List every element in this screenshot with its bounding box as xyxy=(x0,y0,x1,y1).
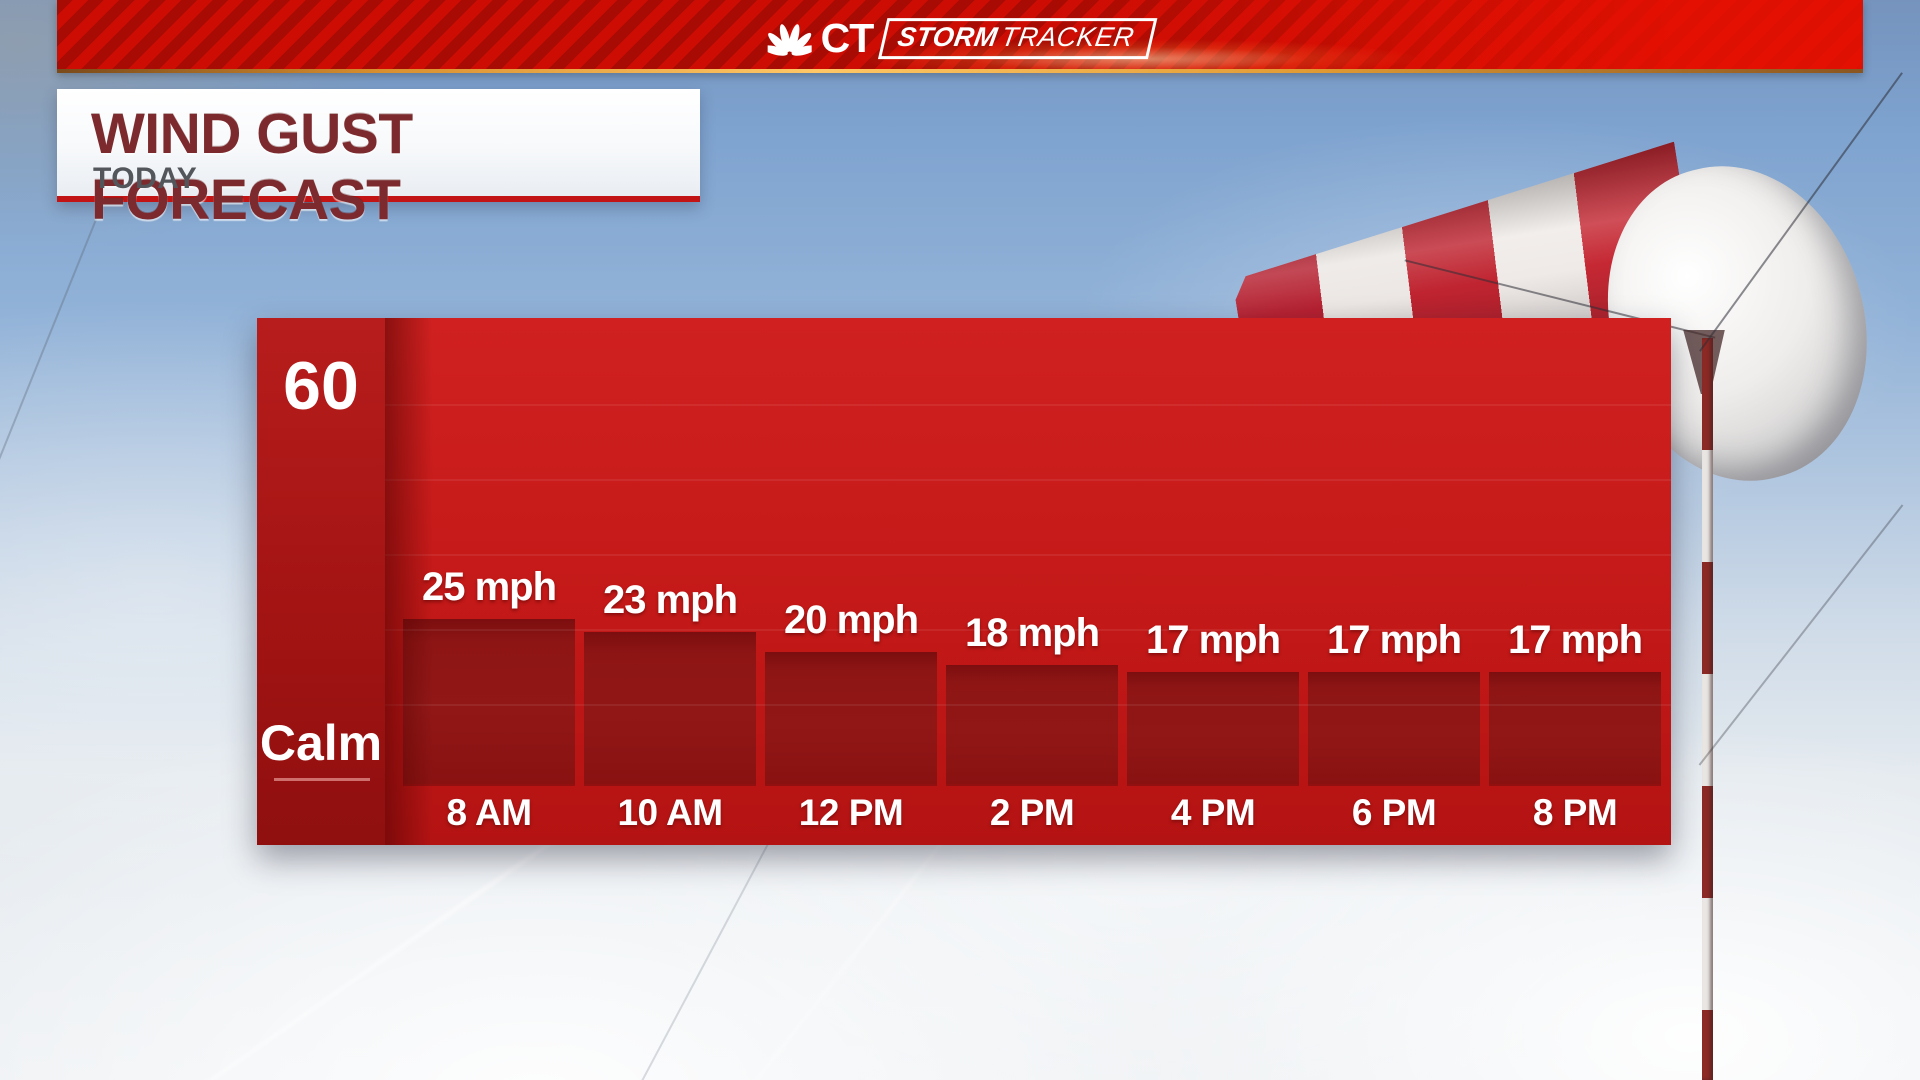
wind-gust-bar xyxy=(403,619,575,784)
gridline xyxy=(385,629,1671,631)
bar-value-label: 20 mph xyxy=(783,598,919,642)
wind-gust-bar xyxy=(946,665,1118,784)
bar-value-label: 17 mph xyxy=(1507,618,1643,662)
y-axis-min-label: Calm xyxy=(257,718,385,781)
wind-gust-bar xyxy=(1489,672,1661,784)
stormtracker-badge: STORMTRACKER xyxy=(877,17,1158,59)
header-banner: CT STORMTRACKER xyxy=(57,0,1863,73)
title-card: WIND GUST FORECAST TODAY xyxy=(57,89,700,232)
bar-value-label: 23 mph xyxy=(602,578,738,622)
windsock-pole xyxy=(1702,338,1713,1080)
bar-value-label: 17 mph xyxy=(1326,618,1462,662)
bar-value-label: 25 mph xyxy=(421,565,557,609)
gridline xyxy=(385,404,1671,406)
gridline xyxy=(385,554,1671,556)
plot-area: 25 mph 8 AM 23 mph 10 AM 20 mph 12 PM 18 mph 2 … xyxy=(385,318,1671,845)
x-axis-label: 4 PM xyxy=(1170,792,1256,833)
gridline xyxy=(385,479,1671,481)
wind-gust-chart: 60 Calm 25 mph 8 AM 23 mph 10 AM 20 mph 12 PM… xyxy=(257,318,1671,845)
wind-gust-bar xyxy=(584,632,756,784)
x-axis-label: 8 PM xyxy=(1532,792,1618,833)
bar-value-label: 17 mph xyxy=(1145,618,1281,662)
wind-gust-bar xyxy=(1308,672,1480,784)
station-logo-group: CT STORMTRACKER xyxy=(767,14,1158,61)
page-subtitle: TODAY xyxy=(93,162,198,195)
stormtracker-storm-text: STORM xyxy=(895,21,1000,52)
calm-underline xyxy=(274,778,370,781)
wind-gust-bar xyxy=(1127,672,1299,784)
nbc-peacock-icon xyxy=(767,24,812,56)
x-axis-label: 12 PM xyxy=(798,792,904,833)
y-axis-max-label: 60 xyxy=(283,348,359,424)
x-axis-label: 8 AM xyxy=(446,792,532,833)
wind-gust-bar xyxy=(765,652,937,784)
bar-value-label: 18 mph xyxy=(964,611,1100,655)
y-axis-column: 60 Calm xyxy=(257,318,385,845)
stormtracker-tracker-text: TRACKER xyxy=(998,21,1137,52)
x-axis-label: 2 PM xyxy=(989,792,1075,833)
station-id-text: CT xyxy=(820,14,875,61)
page-title: WIND GUST FORECAST xyxy=(91,102,413,232)
x-axis-label: 10 AM xyxy=(617,792,723,833)
x-axis-label: 6 PM xyxy=(1351,792,1437,833)
gridline xyxy=(385,704,1671,706)
